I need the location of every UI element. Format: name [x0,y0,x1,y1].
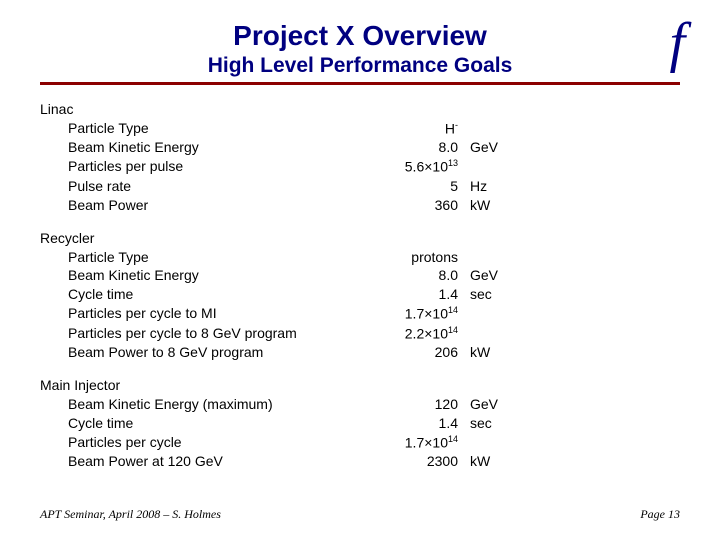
param-label: Cycle time [68,285,358,304]
param-unit: GeV [458,138,518,157]
param-value: 8.0 [358,138,458,157]
param-value: 5 [358,177,458,196]
table-row: Particle Type H- [40,119,680,139]
table-row: Cycle time 1.4 sec [40,285,680,304]
param-label: Particles per cycle [68,433,358,453]
param-value: 206 [358,343,458,362]
param-label: Particles per cycle to MI [68,304,358,324]
param-label: Beam Power [68,196,358,215]
param-value: 1.7×1014 [358,304,458,324]
param-value: 2300 [358,452,458,471]
table-row: Particles per cycle to 8 GeV program 2.2… [40,324,680,344]
param-label: Beam Power to 8 GeV program [68,343,358,362]
main-injector-section-title: Main Injector [40,376,680,395]
table-row: Beam Power at 120 GeV 2300 kW [40,452,680,471]
param-unit [458,119,518,139]
content-area: Linac Particle Type H- Beam Kinetic Ener… [40,100,680,471]
linac-section-title: Linac [40,100,680,119]
table-row: Cycle time 1.4 sec [40,414,680,433]
param-value: 360 [358,196,458,215]
param-unit [458,248,518,267]
param-unit: sec [458,414,518,433]
param-value: 8.0 [358,266,458,285]
footer-right: Page 13 [640,507,680,522]
param-label: Particles per pulse [68,157,358,177]
param-value: 120 [358,395,458,414]
param-label: Beam Power at 120 GeV [68,452,358,471]
param-value: 1.4 [358,414,458,433]
footer-left: APT Seminar, April 2008 – S. Holmes [40,507,221,522]
title-underline [40,82,680,85]
param-unit [458,304,518,324]
param-value: protons [358,248,458,267]
table-row: Beam Kinetic Energy 8.0 GeV [40,266,680,285]
param-unit: kW [458,343,518,362]
header: Project X Overview High Level Performanc… [40,20,680,85]
table-row: Beam Kinetic Energy 8.0 GeV [40,138,680,157]
param-unit: kW [458,452,518,471]
param-value: 1.7×1014 [358,433,458,453]
table-row: Particle Type protons [40,248,680,267]
table-row: Beam Power to 8 GeV program 206 kW [40,343,680,362]
table-row: Beam Power 360 kW [40,196,680,215]
param-label: Beam Kinetic Energy [68,266,358,285]
table-row: Particles per cycle 1.7×1014 [40,433,680,453]
table-row: Beam Kinetic Energy (maximum) 120 GeV [40,395,680,414]
param-label: Particles per cycle to 8 GeV program [68,324,358,344]
param-unit: Hz [458,177,518,196]
table-row: Pulse rate 5 Hz [40,177,680,196]
param-label: Pulse rate [68,177,358,196]
param-unit: GeV [458,395,518,414]
param-unit: sec [458,285,518,304]
footer: APT Seminar, April 2008 – S. Holmes Page… [40,507,680,522]
param-label: Particle Type [68,119,358,139]
slide-subtitle: High Level Performance Goals [40,54,680,78]
table-row: Particles per cycle to MI 1.7×1014 [40,304,680,324]
param-unit [458,324,518,344]
param-value: 1.4 [358,285,458,304]
param-unit: GeV [458,266,518,285]
param-unit [458,433,518,453]
table-row: Particles per pulse 5.6×1013 [40,157,680,177]
param-label: Particle Type [68,248,358,267]
param-value: 2.2×1014 [358,324,458,344]
param-value: 5.6×1013 [358,157,458,177]
param-unit [458,157,518,177]
param-value: H- [358,119,458,139]
param-label: Beam Kinetic Energy [68,138,358,157]
param-label: Beam Kinetic Energy (maximum) [68,395,358,414]
recycler-section-title: Recycler [40,229,680,248]
fermilab-logo-icon: f [669,15,685,71]
param-label: Cycle time [68,414,358,433]
param-unit: kW [458,196,518,215]
slide-title: Project X Overview [40,20,680,52]
